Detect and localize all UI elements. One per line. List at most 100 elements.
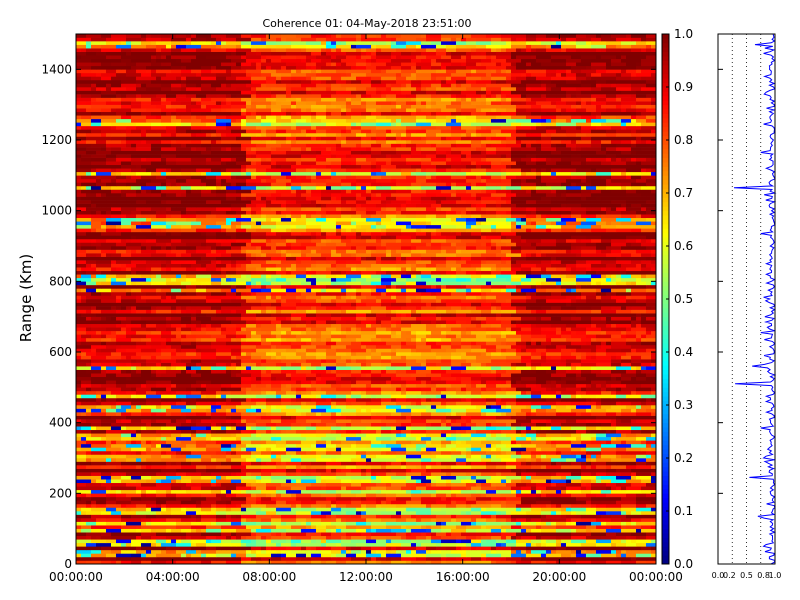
heatmap-cell — [291, 387, 297, 392]
heatmap-cell — [436, 387, 447, 392]
heatmap-cell — [171, 507, 182, 512]
heatmap-cell — [206, 284, 217, 289]
heatmap-cell — [116, 507, 127, 512]
heatmap-cell — [206, 461, 222, 466]
heatmap-cell — [86, 295, 102, 300]
heatmap-cell — [271, 450, 287, 455]
heatmap-cell — [331, 281, 337, 286]
heatmap-cell — [221, 327, 227, 332]
heatmap-cell — [181, 475, 192, 480]
heatmap-cell — [171, 458, 187, 462]
heatmap-cell — [421, 496, 437, 501]
heatmap-cell — [301, 507, 317, 512]
heatmap-cell — [276, 486, 292, 491]
heatmap-cell — [536, 493, 542, 498]
heatmap-cell — [601, 553, 617, 558]
heatmap-cell — [516, 419, 532, 423]
heatmap-cell — [271, 429, 282, 434]
heatmap-cell — [481, 295, 487, 300]
heatmap-cell — [526, 429, 537, 434]
heatmap-cell — [406, 465, 417, 469]
heatmap-cell — [461, 560, 467, 565]
heatmap-cell — [101, 394, 107, 399]
heatmap-cell — [476, 281, 487, 286]
heatmap-cell — [306, 302, 322, 307]
heatmap-cell — [246, 549, 252, 554]
heatmap-cell — [351, 380, 357, 385]
heatmap-cell — [81, 493, 87, 498]
heatmap-cell — [101, 323, 117, 328]
heatmap-cell — [176, 380, 187, 385]
heatmap-cell — [406, 302, 422, 307]
heatmap-cell — [201, 500, 217, 505]
heatmap-cell — [406, 405, 417, 409]
heatmap-cell — [191, 553, 202, 558]
heatmap-cell — [391, 316, 402, 321]
heatmap-cell — [571, 518, 582, 522]
heatmap-cell — [201, 489, 212, 494]
heatmap-cell — [136, 281, 152, 286]
heatmap-cell — [261, 284, 267, 289]
heatmap-cell — [191, 313, 197, 317]
heatmap-cell — [396, 366, 412, 370]
heatmap-cell — [171, 366, 177, 370]
heatmap-cell — [116, 341, 132, 346]
heatmap-cell — [306, 553, 312, 558]
heatmap-cell — [531, 366, 537, 370]
heatmap-cell — [531, 277, 547, 282]
heatmap-cell — [291, 401, 302, 406]
heatmap-cell — [651, 447, 657, 452]
heatmap-cell — [116, 440, 127, 445]
heatmap-cell — [391, 514, 402, 519]
heatmap-cell — [471, 433, 487, 438]
heatmap-cell — [471, 493, 482, 498]
heatmap-cell — [241, 337, 247, 342]
heatmap-cell — [581, 284, 592, 289]
heatmap-cell — [426, 422, 432, 427]
heatmap-cell — [441, 549, 452, 554]
heatmap-cell — [266, 549, 277, 554]
heatmap-cell — [626, 405, 637, 409]
heatmap-cell — [391, 546, 397, 551]
heatmap-cell — [521, 535, 537, 540]
heatmap-cell — [536, 443, 552, 448]
heatmap-cell — [496, 419, 507, 423]
heatmap-cell — [176, 496, 192, 501]
heatmap-cell — [226, 291, 237, 296]
heatmap-cell — [181, 341, 192, 346]
heatmap-cell — [556, 549, 572, 554]
heatmap-cell — [346, 344, 362, 349]
heatmap-cell — [631, 306, 647, 310]
heatmap-cell — [506, 496, 522, 501]
heatmap-cell — [566, 521, 572, 526]
heatmap-cell — [356, 447, 367, 452]
heatmap-cell — [206, 270, 217, 275]
heatmap-cell — [161, 405, 172, 409]
heatmap-cell — [116, 419, 122, 423]
heatmap-cell — [141, 440, 147, 445]
heatmap-cell — [516, 436, 527, 441]
heatmap-cell — [601, 274, 607, 279]
heatmap-cell — [431, 401, 442, 406]
heatmap-cell — [166, 535, 182, 540]
heatmap-cell — [631, 274, 642, 279]
heatmap-cell — [356, 553, 367, 558]
heatmap-cell — [596, 323, 607, 328]
heatmap-cell — [271, 341, 282, 346]
heatmap-cell — [461, 397, 467, 402]
heatmap-cell — [431, 412, 447, 416]
heatmap-cell — [486, 454, 492, 459]
heatmap-cell — [581, 394, 597, 399]
heatmap-cell — [486, 443, 492, 448]
heatmap-cell — [391, 302, 407, 307]
heatmap-cell — [246, 313, 257, 317]
heatmap-cell — [556, 267, 567, 272]
heatmap-cell — [226, 419, 237, 423]
heatmap-cell — [356, 352, 372, 356]
heatmap-cell — [376, 514, 392, 519]
heatmap-cell — [411, 532, 422, 537]
heatmap-cell — [636, 369, 642, 374]
heatmap-cell — [576, 306, 592, 310]
heatmap-cell — [626, 542, 637, 547]
heatmap-cell — [431, 405, 437, 409]
